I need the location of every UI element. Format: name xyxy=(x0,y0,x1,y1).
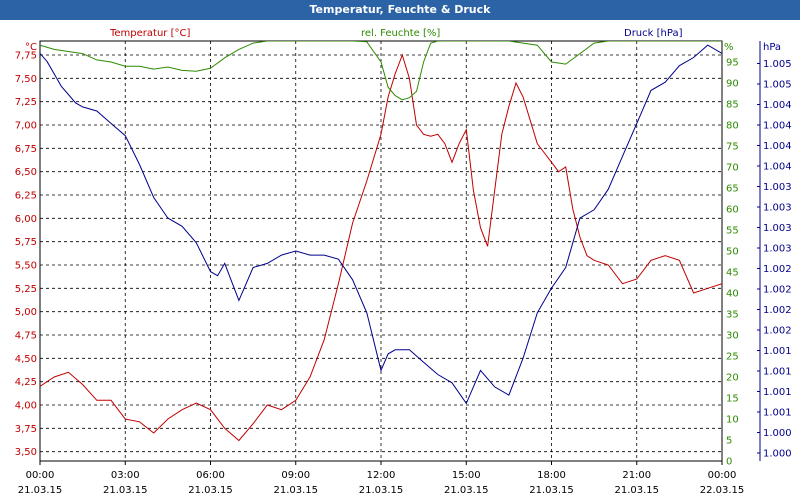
humidity-tick-label: 10 xyxy=(726,415,739,426)
temperature-tick-label: 5,25 xyxy=(15,284,37,295)
temperature-tick-label: 4,25 xyxy=(15,377,37,388)
x-tick-date-label: 21.03.15 xyxy=(359,485,404,496)
x-tick-time-label: 21:00 xyxy=(622,470,651,481)
pressure-tick-label: 1.002 xyxy=(763,305,792,316)
pressure-tick-label: 1.000 xyxy=(763,428,792,439)
humidity-tick-label: 90 xyxy=(726,79,739,90)
humidity-tick-label: 40 xyxy=(726,289,739,300)
x-tick-time-label: 03:00 xyxy=(111,470,140,481)
x-tick-date-label: 22.03.15 xyxy=(700,485,745,496)
humidity-tick-label: 85 xyxy=(726,100,739,111)
humidity-tick-label: 70 xyxy=(726,163,739,174)
window-title: Temperatur, Feuchte & Druck xyxy=(0,0,800,20)
temperature-tick-label: 6,75 xyxy=(15,144,37,155)
temperature-tick-label: 7,25 xyxy=(15,97,37,108)
humidity-unit-label: % xyxy=(724,42,734,53)
temperature-tick-label: 3,50 xyxy=(15,447,37,458)
temperature-tick-label: 4,50 xyxy=(15,354,37,365)
pressure-axis-title: Druck [hPa] xyxy=(624,28,683,39)
x-tick-date-label: 21.03.15 xyxy=(444,485,489,496)
x-tick-date-label: 21.03.15 xyxy=(529,485,574,496)
temperature-series-line xyxy=(40,53,722,442)
x-tick-date-label: 21.03.15 xyxy=(18,485,63,496)
humidity-tick-label: 5 xyxy=(726,436,732,447)
humidity-tick-label: 65 xyxy=(726,184,739,195)
pressure-tick-label: 1.001 xyxy=(763,367,792,378)
x-tick-date-label: 21.03.15 xyxy=(103,485,148,496)
x-tick-time-label: 15:00 xyxy=(452,470,481,481)
x-tick-date-label: 21.03.15 xyxy=(614,485,659,496)
pressure-tick-label: 1.000 xyxy=(763,449,792,460)
pressure-tick-label: 1.002 xyxy=(763,264,792,275)
x-tick-date-label: 21.03.15 xyxy=(188,485,233,496)
humidity-tick-label: 0 xyxy=(726,457,732,468)
pressure-tick-label: 1.003 xyxy=(763,182,792,193)
pressure-tick-label: 1.005 xyxy=(763,59,792,70)
temperature-tick-label: 5,50 xyxy=(15,261,37,272)
temperature-unit-label: °C xyxy=(25,42,37,53)
pressure-unit-label: hPa xyxy=(763,42,781,53)
humidity-tick-label: 60 xyxy=(726,205,739,216)
humidity-tick-label: 15 xyxy=(726,394,739,405)
humidity-axis-title: rel. Feuchte [%] xyxy=(361,28,440,39)
humidity-tick-label: 25 xyxy=(726,352,739,363)
temperature-tick-label: 4,75 xyxy=(15,331,37,342)
humidity-tick-label: 20 xyxy=(726,373,739,384)
humidity-tick-label: 35 xyxy=(726,310,739,321)
humidity-tick-label: 95 xyxy=(726,58,739,69)
pressure-tick-label: 1.001 xyxy=(763,408,792,419)
pressure-tick-label: 1.003 xyxy=(763,203,792,214)
temperature-tick-label: 6,25 xyxy=(15,191,37,202)
pressure-tick-label: 1.005 xyxy=(763,80,792,91)
pressure-tick-label: 1.004 xyxy=(763,141,792,152)
temperature-tick-label: 7,75 xyxy=(15,51,37,62)
humidity-tick-label: 50 xyxy=(726,247,739,258)
temperature-tick-label: 3,75 xyxy=(15,424,37,435)
temperature-tick-label: 5,75 xyxy=(15,237,37,248)
temperature-tick-label: 6,50 xyxy=(15,167,37,178)
humidity-tick-label: 75 xyxy=(726,142,739,153)
x-tick-time-label: 00:00 xyxy=(708,470,737,481)
pressure-tick-label: 1.003 xyxy=(763,244,792,255)
humidity-tick-label: 55 xyxy=(726,226,739,237)
x-tick-time-label: 06:00 xyxy=(196,470,225,481)
humidity-series-line xyxy=(40,41,722,101)
temperature-tick-label: 7,00 xyxy=(15,121,37,132)
humidity-tick-label: 80 xyxy=(726,121,739,132)
humidity-tick-label: 30 xyxy=(726,331,739,342)
temperature-tick-label: 5,00 xyxy=(15,307,37,318)
pressure-tick-label: 1.002 xyxy=(763,326,792,337)
temperature-tick-label: 6,00 xyxy=(15,214,37,225)
temperature-tick-label: 7,50 xyxy=(15,74,37,85)
temperature-axis-title: Temperatur [°C] xyxy=(109,28,190,39)
x-tick-time-label: 18:00 xyxy=(537,470,566,481)
pressure-tick-label: 1.002 xyxy=(763,285,792,296)
pressure-tick-label: 1.004 xyxy=(763,162,792,173)
temperature-tick-label: 4,00 xyxy=(15,401,37,412)
pressure-tick-label: 1.004 xyxy=(763,100,792,111)
pressure-tick-label: 1.001 xyxy=(763,346,792,357)
x-tick-time-label: 12:00 xyxy=(367,470,396,481)
pressure-tick-label: 1.001 xyxy=(763,387,792,398)
pressure-tick-label: 1.003 xyxy=(763,223,792,234)
x-tick-time-label: 00:00 xyxy=(26,470,55,481)
x-tick-time-label: 09:00 xyxy=(281,470,310,481)
pressure-series-line xyxy=(40,44,722,405)
pressure-tick-label: 1.004 xyxy=(763,121,792,132)
humidity-tick-label: 45 xyxy=(726,268,739,279)
x-tick-date-label: 21.03.15 xyxy=(273,485,318,496)
